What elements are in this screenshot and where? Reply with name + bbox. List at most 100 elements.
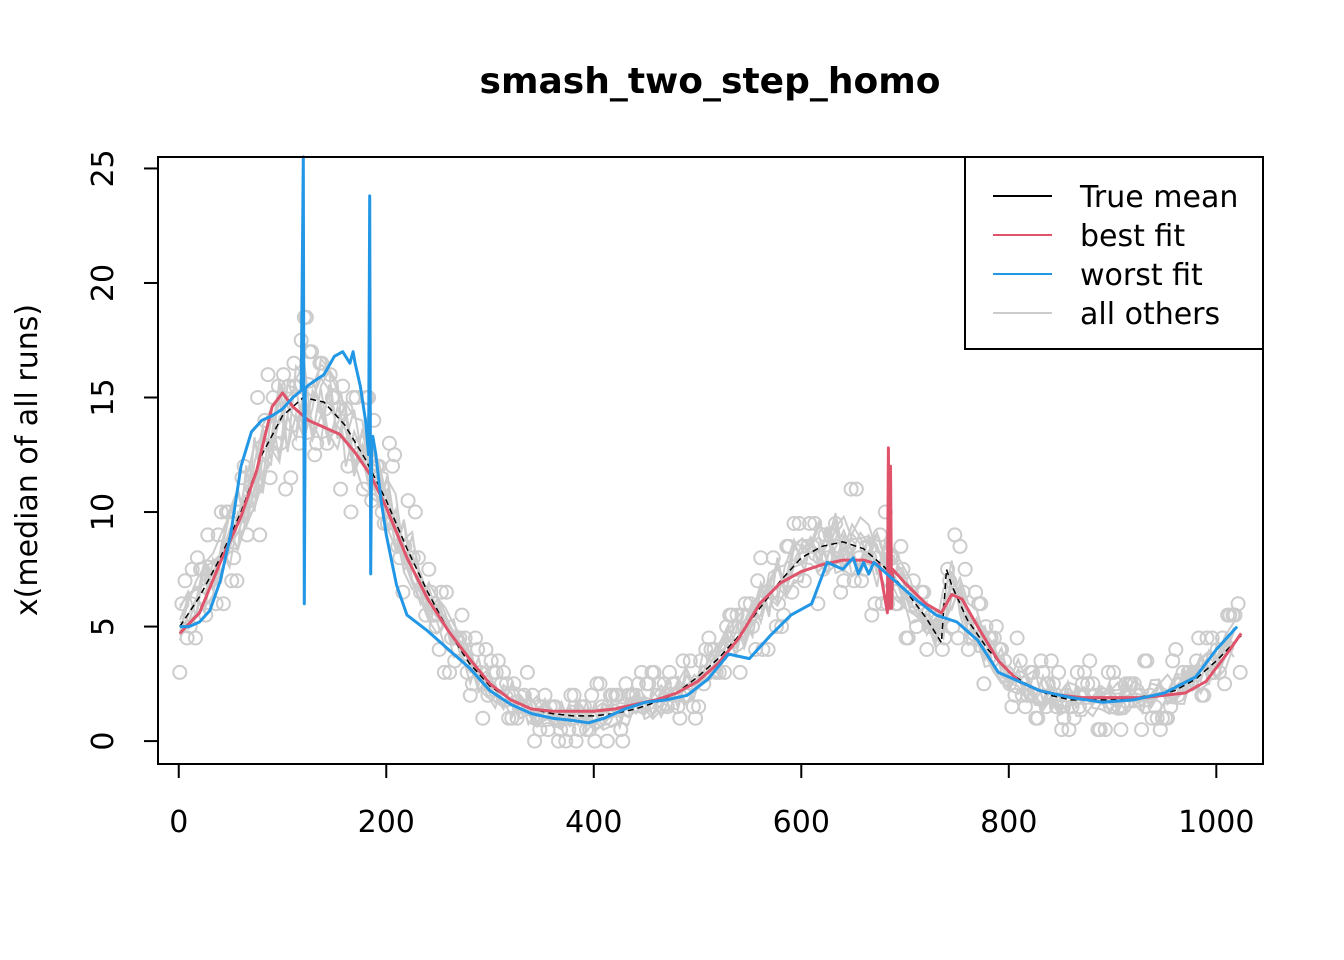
- observation-point: [499, 676, 515, 692]
- observation-point: [597, 710, 613, 726]
- observation-point: [390, 538, 406, 554]
- observation-point: [418, 607, 434, 623]
- observation-point: [226, 550, 242, 566]
- observation-point: [1134, 722, 1150, 738]
- observation-point: [737, 596, 753, 612]
- legend-box: [964, 156, 1264, 350]
- observation-point: [195, 561, 211, 577]
- observation-point: [532, 722, 548, 738]
- observation-point: [177, 573, 193, 589]
- x-tick-label: 600: [773, 805, 830, 840]
- observation-point: [457, 630, 473, 646]
- observation-point: [957, 561, 973, 577]
- observation-point: [428, 619, 444, 635]
- observation-point: [1173, 676, 1189, 692]
- observation-point: [1168, 642, 1184, 657]
- axes-layer: 0 200 400 600 800 1000 0 5 10 15 20 25: [86, 149, 1264, 840]
- x-tick-label: 400: [565, 805, 622, 840]
- observation-point: [672, 710, 688, 726]
- observation-point: [636, 699, 652, 715]
- observation-point: [416, 584, 432, 600]
- observation-point: [298, 309, 314, 325]
- observation-point: [172, 664, 188, 680]
- observation-point: [615, 733, 631, 749]
- y-tick-label: 20: [86, 264, 121, 302]
- observation-point: [940, 561, 956, 577]
- observation-point: [1012, 653, 1028, 669]
- observation-point: [464, 676, 480, 692]
- observation-point: [1106, 664, 1122, 680]
- observation-point: [670, 699, 686, 715]
- observation-point: [1097, 722, 1113, 738]
- observation-point: [215, 596, 231, 612]
- observation-point: [988, 619, 1004, 635]
- observation-point: [438, 584, 454, 600]
- observation-point: [916, 584, 932, 600]
- observation-point: [1147, 699, 1163, 715]
- observation-point: [210, 527, 226, 543]
- legend: True mean best fit worst fit all others: [964, 156, 1264, 350]
- observation-point: [828, 516, 843, 531]
- observation-point: [272, 435, 288, 451]
- observation-point: [1139, 653, 1155, 669]
- observation-point: [934, 642, 950, 657]
- observation-point: [848, 481, 864, 497]
- observation-point: [200, 527, 216, 543]
- observation-point: [213, 504, 229, 520]
- observation-point: [817, 527, 833, 543]
- observation-point: [796, 573, 812, 589]
- y-tick-label: 5: [86, 617, 121, 636]
- observation-point: [836, 573, 852, 589]
- y-axis-label: x(median of all runs): [10, 304, 45, 616]
- observation-point: [385, 458, 400, 474]
- observation-point: [504, 710, 520, 726]
- observation-point: [805, 538, 821, 554]
- observation-point: [1049, 699, 1064, 715]
- observation-point: [229, 573, 245, 589]
- observation-point: [260, 367, 276, 383]
- observation-point: [685, 699, 701, 715]
- observation-point: [960, 642, 976, 657]
- observation-point: [1082, 653, 1098, 669]
- observation-point: [665, 676, 681, 692]
- y-tick-label: 25: [86, 149, 121, 187]
- y-tick-label: 10: [86, 493, 121, 531]
- observation-point: [454, 607, 470, 623]
- worst-fit-line: [179, 155, 1239, 725]
- observation-point: [519, 664, 535, 680]
- observation-point: [1009, 630, 1025, 646]
- observation-point: [340, 458, 356, 474]
- observation-point: [1092, 722, 1108, 738]
- observation-point: [717, 664, 732, 680]
- observation-point: [468, 630, 483, 646]
- observation-point: [895, 561, 911, 577]
- observation-point: [551, 733, 566, 749]
- observation-point: [187, 630, 203, 646]
- observation-point: [942, 573, 958, 589]
- observation-point: [436, 664, 452, 680]
- observation-point: [1132, 687, 1147, 703]
- observation-point: [807, 516, 823, 531]
- legend-label: best fit: [1080, 219, 1185, 254]
- x-tick-label: 800: [980, 805, 1037, 840]
- observation-point: [800, 538, 815, 554]
- observation-point: [592, 676, 608, 692]
- y-tick-label: 15: [86, 378, 121, 416]
- observation-point: [742, 596, 758, 612]
- observation-point: [760, 642, 776, 657]
- x-tick-label: 200: [358, 805, 415, 840]
- observation-point: [400, 493, 416, 509]
- observation-point: [587, 733, 603, 749]
- observation-point: [462, 687, 478, 703]
- observation-point: [905, 573, 921, 589]
- observation-point: [338, 401, 354, 417]
- observation-point: [283, 470, 299, 486]
- other-run-line: [178, 383, 1235, 731]
- observation-point: [1085, 676, 1101, 692]
- observation-point: [262, 470, 278, 486]
- observation-point: [307, 447, 323, 463]
- observation-point: [343, 504, 359, 520]
- observation-point: [1113, 722, 1129, 738]
- observation-point: [333, 481, 349, 497]
- observation-point: [571, 722, 587, 738]
